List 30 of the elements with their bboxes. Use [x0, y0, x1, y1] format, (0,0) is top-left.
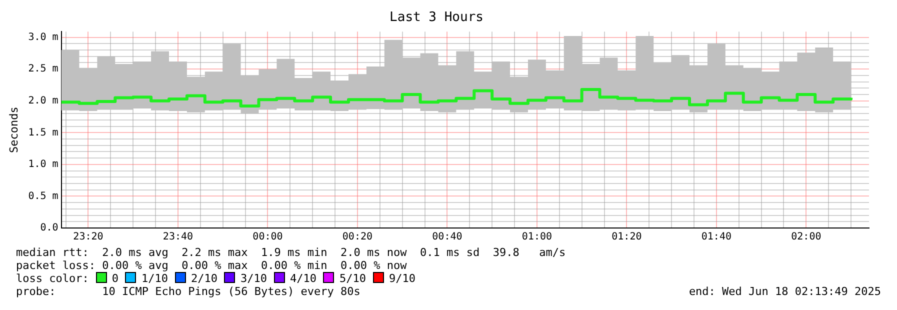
y-tick-label: 1.5 m — [28, 127, 58, 138]
x-tick-label: 00:40 — [432, 232, 462, 243]
y-tick-label: 1.0 m — [28, 159, 58, 170]
y-tick-label: 0.0 — [40, 222, 58, 234]
chart-title: Last 3 Hours — [390, 10, 484, 26]
y-tick-label: 2.5 m — [28, 64, 58, 75]
legend-label: 0 — [112, 272, 118, 285]
x-tick-label: 01:20 — [612, 232, 642, 243]
legend-label: 5/10 — [339, 272, 366, 285]
legend-title: loss color: — [16, 272, 89, 285]
legend-label: 2/10 — [190, 272, 218, 285]
legend-label: 9/10 — [388, 272, 416, 285]
x-tick-label: 02:00 — [791, 232, 822, 243]
text: packet loss: 0.00 % avg 0.00 % max 0.00 % min 0.00 % now — [16, 259, 407, 272]
y-tick-label: 2.0 m — [28, 95, 58, 106]
legend-label: 1/10 — [141, 272, 168, 285]
text: probe: 10 ICMP Echo Pings (56 Bytes) every 80s — [16, 285, 360, 298]
x-tick-label: 23:20 — [73, 232, 104, 243]
y-tick-label: 0.5 m — [28, 190, 58, 202]
x-tick-label: 01:40 — [701, 232, 732, 243]
y-axis-title: Seconds — [7, 106, 20, 153]
legend-label: 3/10 — [240, 272, 267, 285]
x-tick-label: 23:40 — [162, 232, 194, 243]
x-tick-label: 00:00 — [252, 232, 283, 243]
text: end: Wed Jun 18 02:13:49 2025 — [688, 285, 881, 298]
text: median rtt: 2.0 ms avg 2.2 ms max 1.9 ms min 2.0 ms now 0.1 ms sd 39.8 am/s — [16, 246, 566, 259]
legend-label: 4/10 — [290, 272, 316, 285]
x-tick-label: 01:00 — [522, 232, 552, 243]
x-tick-label: 00:20 — [342, 232, 373, 243]
y-tick-label: 3.0 m — [28, 32, 58, 43]
